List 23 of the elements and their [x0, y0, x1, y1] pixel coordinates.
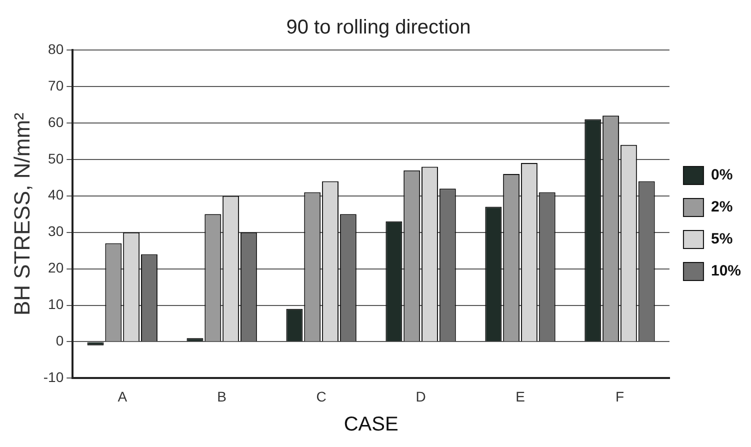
- x-axis-title: CASE: [344, 414, 398, 436]
- y-tick-label: 60: [48, 114, 64, 130]
- chart-title: 90 to rolling direction: [286, 16, 471, 39]
- legend-label: 2%: [710, 198, 733, 216]
- y-tick-label: 10: [48, 296, 64, 312]
- y-axis-title: BH STRESS, N/mm²: [9, 112, 34, 316]
- legend-label: 0%: [710, 166, 733, 184]
- x-tick-label: E: [516, 388, 525, 404]
- x-tick-label: A: [118, 388, 128, 404]
- y-tick-label: 30: [48, 223, 64, 240]
- y-tick-label: 20: [48, 260, 64, 276]
- x-tick-label: C: [316, 388, 326, 404]
- x-tick-label: D: [416, 388, 426, 404]
- y-tick-label: 70: [48, 77, 64, 94]
- y-tick-label: 50: [48, 150, 64, 166]
- legend-label: 10%: [710, 262, 742, 280]
- legend-label: 5%: [710, 230, 733, 248]
- y-tick-label: -10: [43, 369, 64, 386]
- x-tick-label: B: [217, 388, 227, 404]
- x-tick-label: F: [615, 388, 624, 404]
- y-tick-label: 80: [48, 40, 64, 57]
- y-tick-label: 0: [56, 332, 64, 349]
- y-tick-label: 40: [48, 186, 64, 203]
